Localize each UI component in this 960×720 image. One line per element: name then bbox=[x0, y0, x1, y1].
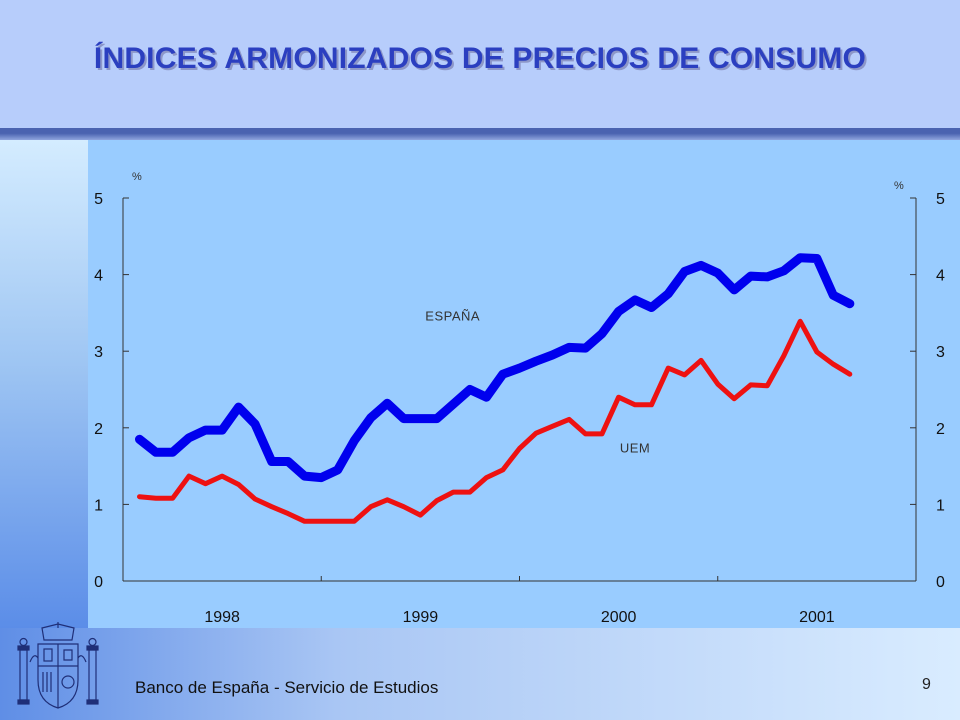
left-y-tick-label: 2 bbox=[94, 421, 103, 438]
right-y-tick-label: 4 bbox=[936, 268, 945, 285]
x-tick-label: 1998 bbox=[204, 609, 240, 626]
right-y-tick-label: 2 bbox=[936, 421, 945, 438]
right-y-tick-label: 0 bbox=[936, 574, 945, 591]
chart-panel bbox=[88, 140, 960, 628]
footer-text: Banco de España - Servicio de Estudios bbox=[135, 678, 439, 697]
series-label: UEM bbox=[620, 440, 650, 455]
right-y-tick-label: 1 bbox=[936, 497, 945, 514]
series-line-uem bbox=[137, 318, 853, 524]
series-line-espana bbox=[135, 253, 855, 483]
right-y-tick-label: 5 bbox=[936, 191, 945, 208]
footer-bar bbox=[0, 628, 960, 720]
right-unit-label: % bbox=[894, 180, 904, 192]
slide-title: ÍNDICES ARMONIZADOS DE PRECIOS DE CONSUM… bbox=[93, 42, 867, 75]
chart-labels: % % ESPAÑA UEM bbox=[132, 171, 904, 455]
left-y-tick-label: 5 bbox=[94, 191, 103, 208]
title-bar bbox=[0, 0, 960, 128]
series-label: ESPAÑA bbox=[425, 309, 480, 324]
coat-of-arms-logo bbox=[17, 622, 99, 709]
left-unit-label: % bbox=[132, 171, 142, 183]
series-lines bbox=[135, 253, 855, 524]
header-divider bbox=[0, 128, 960, 140]
x-tick-label: 1999 bbox=[403, 609, 439, 626]
right-y-tick-label: 3 bbox=[936, 344, 945, 361]
left-y-tick-label: 0 bbox=[94, 574, 103, 591]
left-y-tick-label: 3 bbox=[94, 344, 103, 361]
left-y-tick-label: 1 bbox=[94, 497, 103, 514]
page-number: 9 bbox=[922, 676, 931, 693]
x-tick-label: 2000 bbox=[601, 609, 637, 626]
x-tick-label: 2001 bbox=[799, 609, 835, 626]
axis-ticks: 0 0 1 1 2 2 3 3 4 4 5 5 1998 1999 2000 2001 bbox=[94, 191, 945, 626]
left-y-tick-label: 4 bbox=[94, 268, 103, 285]
left-decorative-band bbox=[0, 140, 88, 628]
